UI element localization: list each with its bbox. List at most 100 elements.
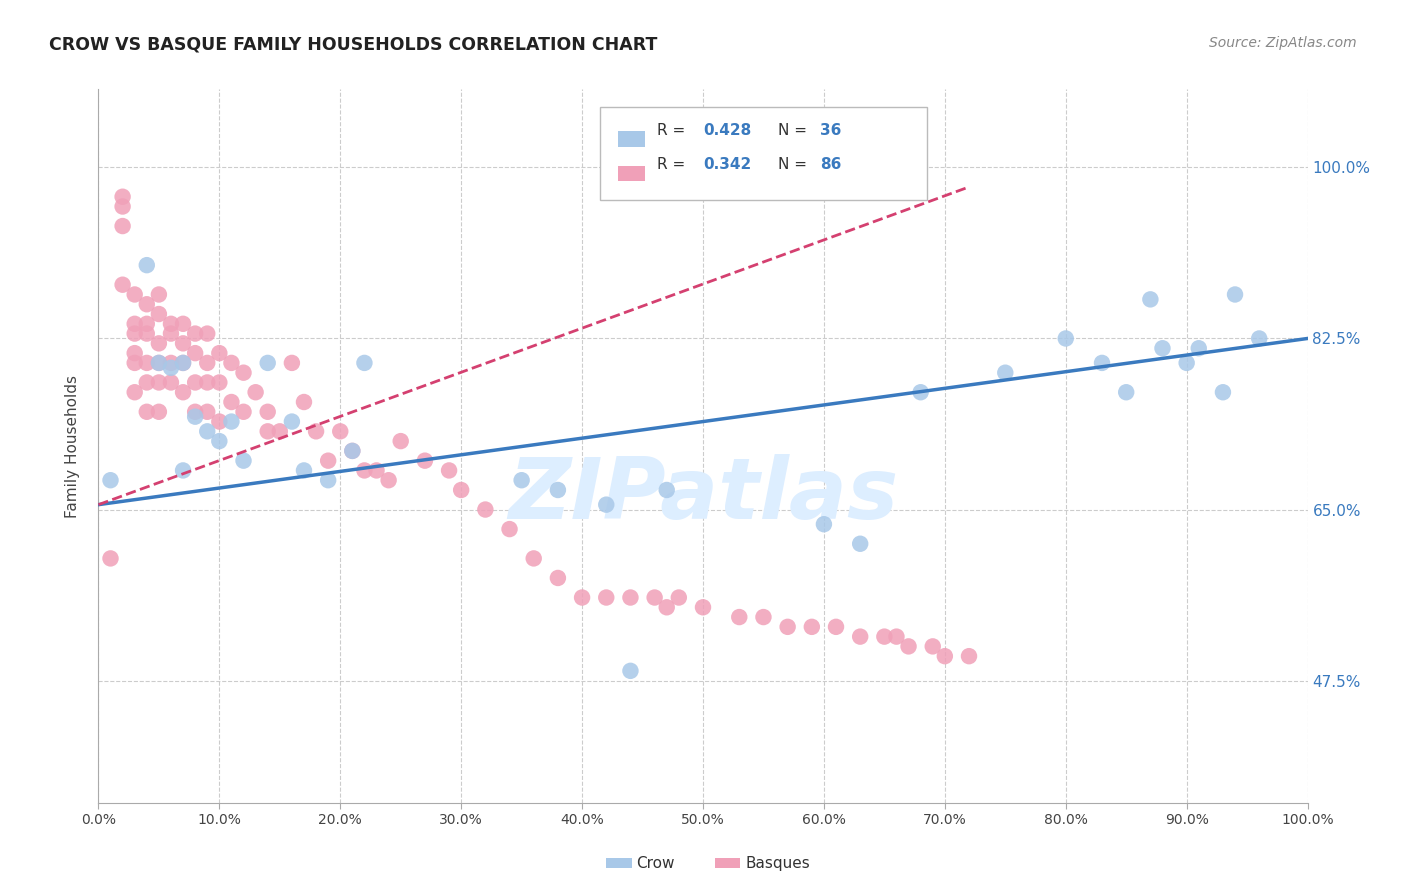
Point (148, 356, 170, 370)
Point (135, 297, 157, 311)
Point (148, 287, 170, 301)
Point (413, 453, 436, 467)
Text: ZIPatlas: ZIPatlas (508, 454, 898, 538)
Point (184, 376, 207, 390)
Point (366, 463, 388, 477)
Point (148, 405, 170, 419)
Point (1152, 341, 1174, 355)
Text: N =: N = (778, 157, 811, 172)
Point (221, 395, 243, 409)
Point (269, 425, 291, 439)
Point (316, 453, 339, 467)
Point (184, 326, 207, 341)
Point (886, 630, 908, 644)
Bar (619, 131, 645, 147)
Point (897, 640, 920, 654)
Point (437, 463, 460, 477)
Point (342, 443, 364, 458)
Point (728, 610, 751, 624)
Point (316, 473, 339, 487)
Point (353, 356, 375, 370)
Point (195, 376, 218, 390)
Point (644, 591, 666, 605)
Point (135, 405, 157, 419)
Point (111, 219, 134, 233)
Point (450, 483, 472, 497)
Point (148, 356, 170, 370)
Point (655, 600, 678, 615)
Point (292, 463, 315, 477)
Point (813, 517, 835, 532)
Point (232, 453, 254, 467)
Point (292, 395, 315, 409)
Point (124, 385, 146, 400)
Point (281, 356, 304, 370)
Text: 36: 36 (820, 123, 842, 138)
Point (148, 376, 170, 390)
Point (135, 258, 157, 272)
Point (195, 356, 218, 370)
Point (111, 200, 134, 214)
Point (825, 620, 848, 634)
Point (160, 360, 183, 375)
Point (124, 317, 146, 331)
Point (160, 326, 183, 341)
Point (245, 385, 267, 400)
Point (124, 287, 146, 301)
Text: 0.342: 0.342 (703, 157, 751, 172)
Point (124, 326, 146, 341)
Point (910, 385, 932, 400)
Point (921, 640, 943, 654)
Point (692, 600, 714, 615)
Point (232, 405, 254, 419)
Point (934, 649, 956, 664)
Point (135, 356, 157, 370)
Point (547, 571, 569, 585)
Point (1188, 341, 1211, 355)
Text: Crow: Crow (637, 856, 675, 871)
Bar (606, 858, 631, 869)
Point (353, 463, 375, 477)
Point (342, 443, 364, 458)
Point (873, 630, 896, 644)
Point (498, 522, 520, 536)
Point (256, 425, 278, 439)
Point (619, 664, 641, 678)
Text: 86: 86 (820, 157, 842, 172)
Point (195, 425, 218, 439)
Point (510, 473, 533, 487)
Point (172, 317, 194, 331)
Point (208, 415, 231, 429)
Point (655, 483, 678, 497)
Text: R =: R = (657, 157, 690, 172)
Point (160, 376, 183, 390)
Point (135, 326, 157, 341)
Point (124, 346, 146, 360)
Point (256, 356, 278, 370)
Text: R =: R = (657, 123, 690, 138)
Point (1212, 385, 1234, 400)
Point (523, 551, 546, 566)
Point (1249, 331, 1271, 345)
Text: CROW VS BASQUE FAMILY HOUSEHOLDS CORRELATION CHART: CROW VS BASQUE FAMILY HOUSEHOLDS CORRELA… (49, 36, 658, 54)
Point (172, 356, 194, 370)
Point (232, 366, 254, 380)
Point (547, 483, 569, 497)
Point (135, 317, 157, 331)
Point (111, 277, 134, 292)
Point (1139, 293, 1161, 307)
Point (849, 630, 872, 644)
Text: N =: N = (778, 123, 811, 138)
Point (221, 415, 243, 429)
Point (776, 620, 799, 634)
Point (619, 591, 641, 605)
Point (849, 537, 872, 551)
Point (305, 425, 328, 439)
Point (195, 326, 218, 341)
Text: 0.428: 0.428 (703, 123, 751, 138)
Point (377, 473, 399, 487)
Point (172, 385, 194, 400)
Point (100, 551, 122, 566)
Point (474, 502, 496, 516)
Point (208, 376, 231, 390)
